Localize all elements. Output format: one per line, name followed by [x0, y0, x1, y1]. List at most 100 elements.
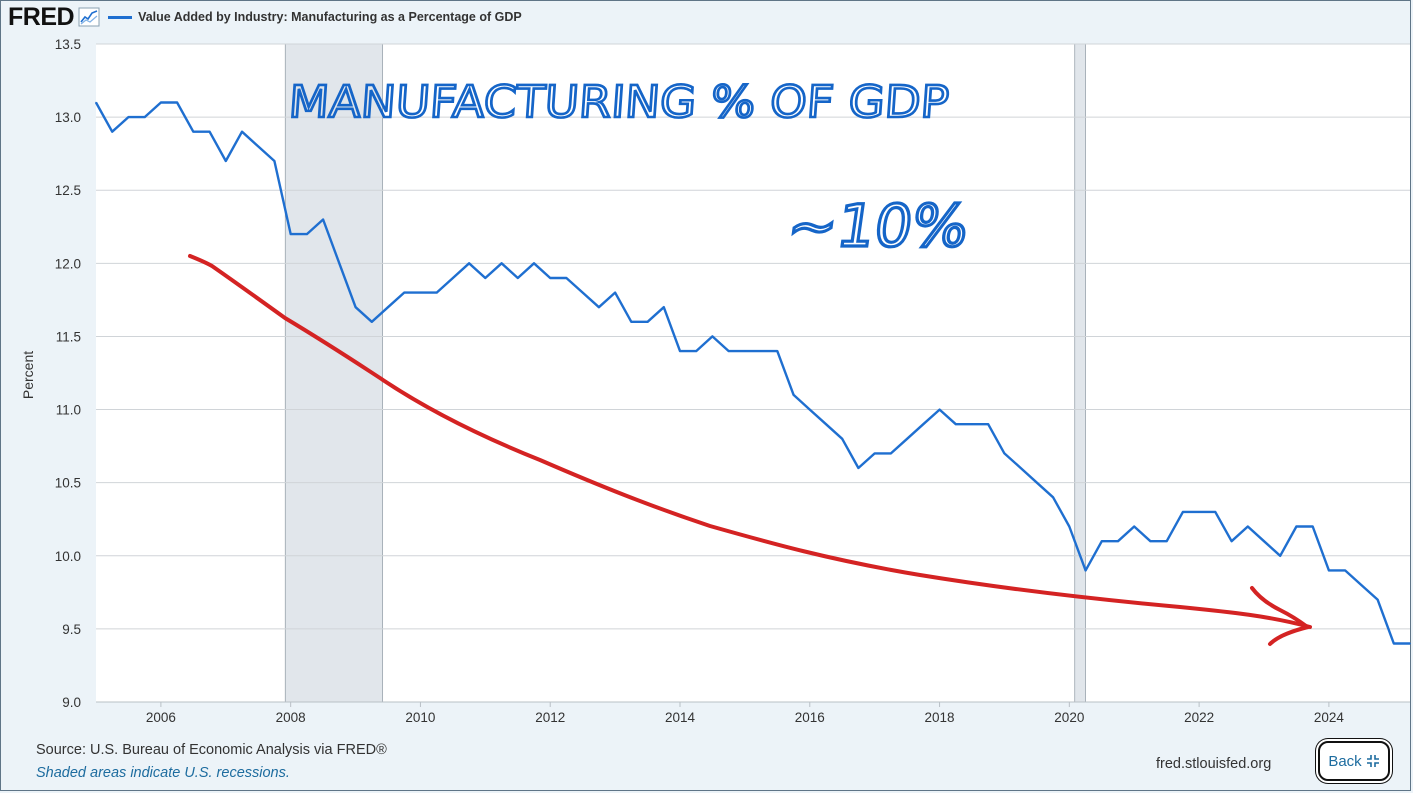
x-tick-label-5: 2016 [795, 710, 825, 725]
data-point-0-76 [1328, 569, 1330, 572]
data-point-0-4 [160, 101, 162, 104]
collapse-icon [1366, 755, 1379, 767]
data-point-0-69 [1214, 511, 1217, 513]
recession-note: Shaded areas indicate U.S. recessions. [36, 765, 290, 781]
y-tick-label-1: 9.5 [62, 622, 81, 637]
data-point-0-6 [192, 130, 195, 133]
data-point-0-54 [971, 423, 973, 425]
data-point-0-53 [954, 423, 957, 425]
red-trend-arrow [188, 254, 1312, 646]
y-tick-label-6: 12.0 [55, 256, 81, 271]
recession-band-1 [1074, 43, 1086, 703]
data-point-0-41 [760, 350, 762, 352]
data-point-0-40 [744, 350, 746, 352]
data-point-0-10 [257, 145, 260, 148]
x-tick-label-4: 2014 [665, 710, 696, 725]
data-point-0-19 [403, 291, 406, 294]
data-point-0-70 [1230, 540, 1233, 542]
chart-header: FRED Value Added by Industry: Manufactur… [8, 3, 522, 31]
data-point-0-0 [95, 101, 97, 104]
x-axis-ticks: 2006 2008 2010 2012 2014 2016 2018 2020 2022 2024 [146, 702, 1345, 725]
data-point-0-73 [1279, 554, 1282, 557]
data-point-0-28 [549, 277, 552, 279]
red-trend-curve [188, 254, 1312, 629]
data-point-0-59 [1052, 496, 1054, 499]
y-tick-label-0: 9.0 [62, 695, 81, 710]
data-point-0-80 [1392, 642, 1395, 645]
data-point-0-9 [241, 130, 243, 133]
data-point-0-43 [792, 394, 795, 396]
series-line-0 [94, 101, 1410, 645]
data-point-0-48 [873, 452, 876, 455]
data-point-0-39 [727, 350, 730, 352]
y-tick-label-3: 10.5 [55, 476, 81, 491]
data-point-0-14 [322, 218, 324, 221]
data-point-0-44 [808, 408, 811, 411]
data-point-0-18 [387, 306, 389, 309]
data-point-0-11 [273, 160, 276, 162]
fred-logo[interactable]: FRED [8, 3, 75, 31]
red-arrowhead-upper [1250, 586, 1308, 628]
data-point-0-78 [1360, 584, 1363, 586]
x-tick-label-8: 2022 [1184, 710, 1214, 725]
data-point-0-24 [484, 277, 487, 279]
source-text: Source: U.S. Bureau of Economic Analysis… [36, 742, 387, 758]
data-point-0-65 [1149, 540, 1152, 542]
recession-shading [284, 43, 1086, 703]
data-point-0-20 [419, 291, 422, 294]
data-point-0-30 [581, 291, 584, 294]
data-point-0-66 [1165, 540, 1168, 542]
data-point-0-63 [1117, 540, 1119, 542]
data-point-0-50 [906, 438, 908, 440]
data-point-0-35 [662, 306, 665, 309]
y-tick-label-9: 13.5 [55, 37, 81, 52]
x-tick-label-0: 2006 [146, 710, 176, 725]
x-tick-label-7: 2020 [1054, 710, 1084, 725]
data-point-0-2 [127, 116, 130, 118]
recession-band-0 [284, 43, 384, 703]
site-link[interactable]: fred.stlouisfed.org [1156, 756, 1272, 772]
handwritten-title: MANUFACTURING % OF GDP [287, 77, 951, 128]
data-point-0-57 [1019, 467, 1022, 469]
data-point-0-68 [1198, 511, 1200, 513]
data-point-0-27 [533, 262, 535, 265]
data-point-0-22 [452, 277, 454, 279]
data-point-0-3 [143, 116, 146, 118]
data-point-0-71 [1246, 525, 1249, 528]
data-point-0-52 [938, 408, 941, 411]
y-tick-label-7: 12.5 [55, 183, 81, 198]
data-point-0-64 [1133, 525, 1136, 528]
data-point-0-74 [1295, 525, 1298, 528]
data-point-0-75 [1311, 525, 1314, 528]
data-point-0-21 [435, 291, 438, 294]
data-point-0-23 [468, 262, 470, 265]
data-point-0-34 [646, 321, 649, 323]
data-point-0-15 [338, 262, 341, 265]
y-tick-label-5: 11.5 [56, 329, 81, 344]
x-tick-label-6: 2018 [925, 710, 955, 725]
data-point-0-17 [370, 321, 373, 323]
red-arrowhead-lower [1268, 625, 1310, 646]
data-point-0-49 [890, 452, 892, 455]
y-tick-label-4: 11.0 [56, 403, 81, 418]
data-point-0-38 [711, 335, 714, 338]
y-axis-ticks: 9.0 9.5 10.0 10.5 11.0 11.5 12.0 12.5 13.0 13.5 [55, 37, 81, 710]
data-point-0-29 [565, 277, 568, 279]
handwritten-value: ~10% [783, 192, 973, 260]
y-tick-label-2: 10.0 [55, 549, 81, 564]
data-point-0-58 [1036, 481, 1038, 484]
gridlines [96, 43, 1410, 703]
data-point-0-61 [1084, 569, 1087, 572]
x-tick-label-1: 2008 [276, 710, 306, 725]
legend-label: Value Added by Industry: Manufacturing a… [138, 10, 522, 24]
data-point-0-55 [987, 423, 990, 425]
data-point-0-47 [857, 467, 860, 469]
x-tick-label-9: 2024 [1314, 710, 1345, 725]
y-tick-label-8: 13.0 [55, 110, 81, 125]
back-button[interactable]: Back [1318, 741, 1390, 781]
data-point-0-7 [208, 130, 211, 133]
data-point-0-37 [695, 350, 698, 352]
data-point-0-56 [1003, 452, 1006, 455]
x-tick-label-3: 2012 [535, 710, 565, 725]
